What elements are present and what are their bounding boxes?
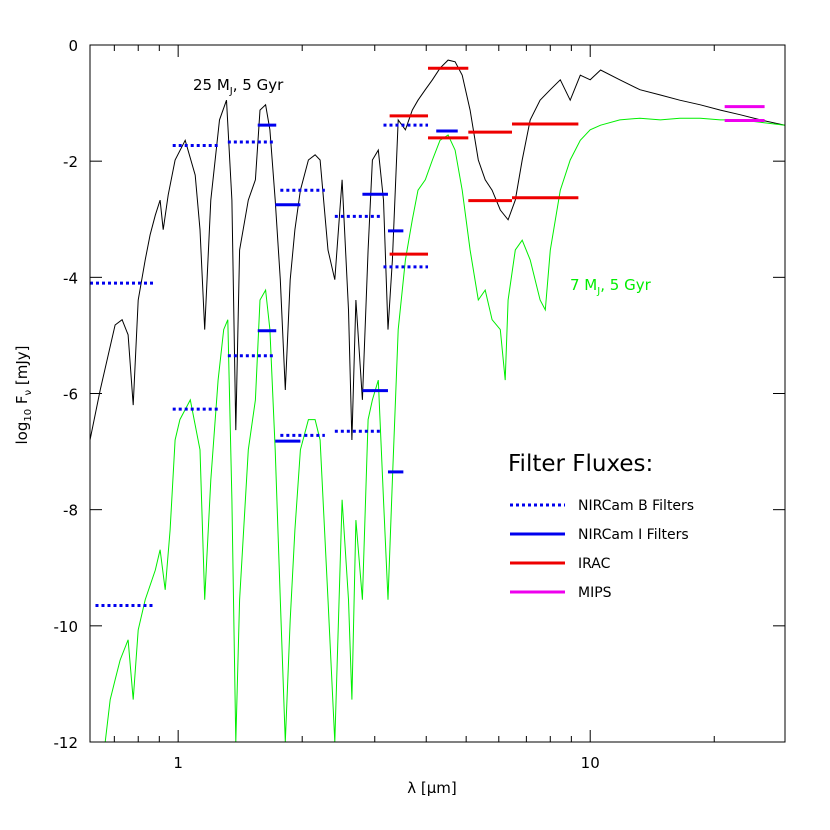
y-axis-label: log10 Fν [mJy] xyxy=(13,346,34,445)
y-tick-label: -8 xyxy=(63,502,78,520)
x-tick-label: 10 xyxy=(581,754,600,772)
y-label-part: ν xyxy=(23,389,34,395)
y-tick-label: -2 xyxy=(63,153,78,171)
plot-area xyxy=(90,59,785,742)
legend-label: MIPS xyxy=(578,585,612,601)
annotation-part: J xyxy=(596,286,600,297)
axes-frame xyxy=(89,44,786,743)
y-tick-label: -10 xyxy=(54,618,79,636)
y-label-part: log xyxy=(13,422,31,445)
x-label-part: m] xyxy=(436,779,456,797)
annotation-part: 25 M xyxy=(193,76,230,94)
x-axis-label: λ [μm] xyxy=(407,779,457,797)
spectrum-line xyxy=(90,59,785,441)
y-tick-label: -6 xyxy=(63,386,78,404)
legend-title: Filter Fluxes: xyxy=(508,451,653,477)
annotation: 25 MJ, 5 Gyr xyxy=(193,76,284,97)
y-tick-label: -4 xyxy=(63,269,78,287)
annotation-part: , 5 Gyr xyxy=(233,76,284,94)
annotation-part: , 5 Gyr xyxy=(600,276,651,294)
y-label-part: F xyxy=(13,395,31,408)
x-tick-label: 1 xyxy=(173,754,183,772)
annotation-part: J xyxy=(229,86,233,97)
legend-label: IRAC xyxy=(578,556,611,572)
legend-label: NIRCam I Filters xyxy=(578,527,689,543)
y-tick-label: 0 xyxy=(68,37,78,55)
annotation: 7 MJ, 5 Gyr xyxy=(570,276,652,297)
y-label-part: 10 xyxy=(23,409,34,422)
x-label-part: λ [ xyxy=(407,779,427,797)
x-label-part: μ xyxy=(427,779,437,797)
spectrum-line xyxy=(104,117,785,742)
y-label-part: [mJy] xyxy=(13,346,31,390)
legend-label: NIRCam B Filters xyxy=(578,498,694,514)
annotation-part: 7 M xyxy=(570,276,597,294)
y-tick-label: -12 xyxy=(54,734,79,752)
